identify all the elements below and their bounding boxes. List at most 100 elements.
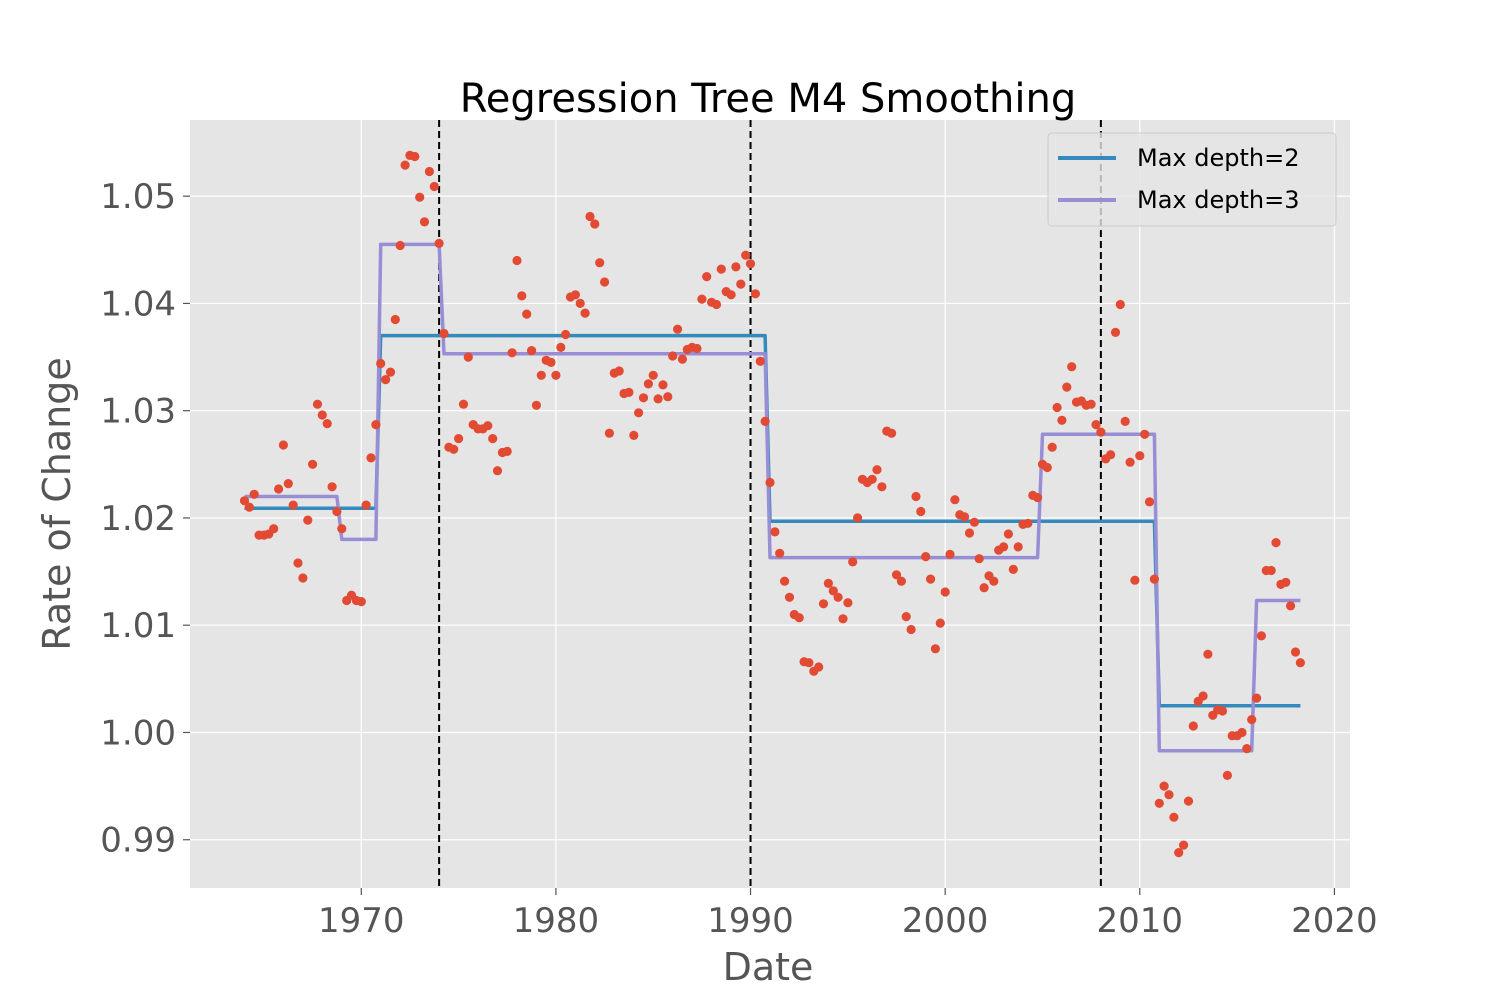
scatter-point (1130, 575, 1140, 585)
scatter-point (502, 446, 512, 456)
scatter-point (1140, 429, 1150, 439)
scatter-point (590, 219, 600, 229)
chart-title: Regression Tree M4 Smoothing (460, 76, 1076, 122)
scatter-point (1125, 457, 1135, 467)
scatter-point (536, 370, 546, 380)
scatter-point (561, 329, 571, 340)
scatter-point (770, 527, 780, 537)
scatter-point (906, 624, 916, 635)
scatter-point (1120, 416, 1130, 426)
scatter-point (303, 515, 313, 525)
scatter-point (249, 489, 259, 499)
y-ticks: 0.99 1.00 1.01 1.02 1.03 1.04 1.05 (100, 177, 190, 861)
scatter-point (1188, 721, 1198, 731)
scatter-point (663, 392, 673, 402)
scatter-point (1266, 565, 1276, 576)
scatter-point (1237, 727, 1247, 738)
y-tick-label: 1.04 (100, 284, 176, 324)
scatter-point (692, 343, 702, 354)
scatter-point (872, 465, 882, 475)
scatter-point (410, 151, 420, 162)
scatter-point (376, 358, 386, 369)
scatter-point (449, 444, 459, 454)
scatter-point (1033, 493, 1043, 503)
scatter-point (794, 613, 804, 623)
scatter-point (1256, 631, 1266, 641)
scatter-point (361, 500, 371, 510)
scatter-point (1003, 529, 1014, 539)
scatter-point (731, 262, 741, 272)
scatter-point (419, 217, 430, 227)
scatter-point (814, 662, 824, 672)
scatter-point (381, 375, 391, 385)
scatter-point (1057, 415, 1067, 425)
scatter-point (293, 558, 303, 568)
scatter-point (765, 477, 775, 488)
scatter-point (911, 491, 921, 502)
scatter-point (634, 408, 644, 418)
scatter-point (1042, 462, 1052, 473)
scatter-point (999, 542, 1009, 552)
scatter-point (848, 557, 858, 567)
scatter-point (1013, 542, 1023, 552)
scatter-point (818, 599, 829, 609)
scatter-point (702, 272, 712, 282)
scatter-point (463, 352, 473, 362)
y-axis-label: Rate of Change (35, 357, 79, 650)
scatter-point (337, 524, 347, 534)
scatter-point (775, 548, 785, 558)
scatter-point (507, 348, 517, 358)
scatter-point (424, 166, 434, 177)
scatter-point (673, 324, 683, 334)
x-tick-label: 1970 (318, 901, 405, 941)
scatter-point (677, 354, 688, 364)
scatter-point (322, 419, 332, 429)
scatter-point (604, 428, 615, 438)
scatter-point (517, 291, 527, 301)
scatter-point (1149, 574, 1159, 584)
scatter-point (614, 366, 624, 376)
scatter-point (531, 400, 542, 410)
scatter-point (1198, 691, 1208, 701)
scatter-point (575, 298, 585, 308)
scatter-point (1164, 790, 1174, 800)
scatter-point (784, 592, 795, 602)
scatter-point (1295, 658, 1305, 668)
scatter-point (1106, 450, 1116, 460)
scatter-point (1247, 715, 1257, 725)
scatter-point (390, 314, 400, 325)
scatter-point (950, 495, 960, 505)
scatter-point (492, 466, 503, 476)
scatter-point (1008, 564, 1018, 575)
legend-label-depth2: Max depth=2 (1137, 144, 1299, 172)
scatter-point (887, 428, 897, 438)
scatter-point (643, 379, 654, 389)
series-line-depth3 (244, 242, 1301, 753)
scatter-point (1174, 848, 1184, 858)
scatter-point (317, 410, 327, 420)
scatter-point (288, 500, 298, 510)
scatter-point (1203, 649, 1213, 659)
legend-label-depth3: Max depth=3 (1137, 186, 1299, 214)
scatter-point (1023, 518, 1033, 528)
scatter-point (828, 586, 838, 596)
scatter-point (964, 528, 975, 538)
scatter-point (853, 513, 863, 523)
scatter-point (570, 290, 581, 300)
scatter-point (930, 644, 941, 654)
scatter-point (629, 430, 639, 440)
scatter-point (239, 496, 250, 506)
x-tick-label: 2020 (1291, 901, 1378, 941)
scatter-point (638, 393, 649, 403)
scatter-point (1281, 577, 1291, 587)
x-ticks: 1970 1980 1990 2000 2010 2020 (318, 888, 1378, 941)
scatter-point (1179, 840, 1189, 850)
y-tick-label: 1.01 (100, 606, 176, 646)
scatter-point (585, 211, 595, 222)
scatter-point (274, 484, 284, 494)
scatter-point (838, 614, 848, 624)
scatter-point (1135, 451, 1145, 461)
scatter-point (1169, 812, 1179, 822)
scatter-point (439, 328, 449, 339)
